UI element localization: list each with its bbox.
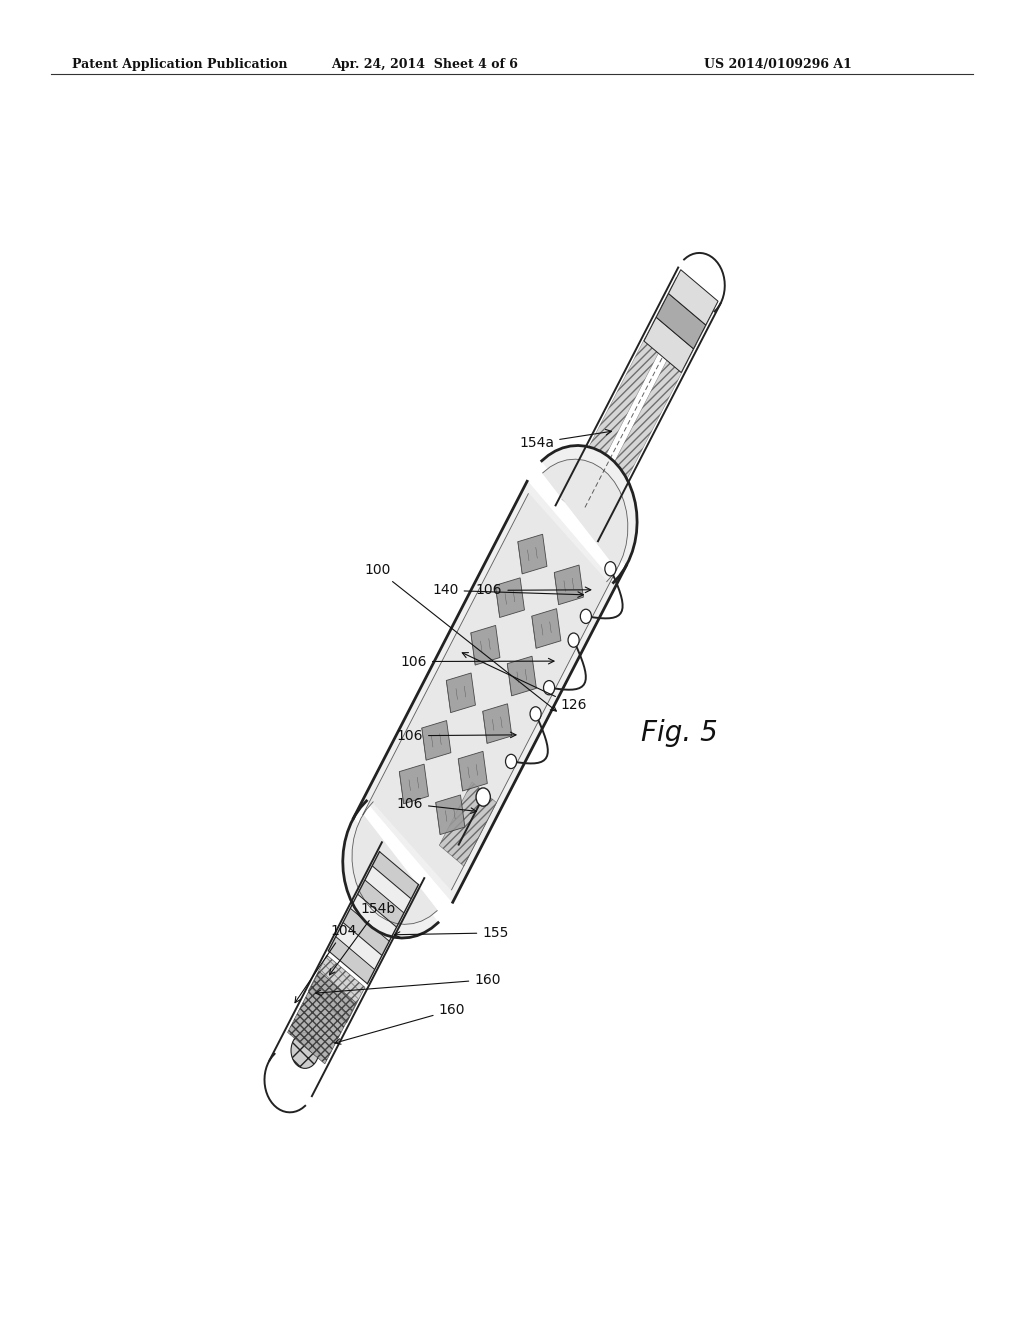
Text: 160: 160: [315, 973, 501, 995]
Polygon shape: [358, 880, 403, 927]
Polygon shape: [669, 269, 718, 325]
Polygon shape: [373, 853, 418, 898]
Text: 104: 104: [295, 924, 357, 1003]
Polygon shape: [399, 764, 428, 804]
Polygon shape: [422, 721, 451, 760]
Text: Patent Application Publication: Patent Application Publication: [72, 58, 287, 71]
Polygon shape: [308, 956, 365, 1023]
Polygon shape: [482, 704, 512, 743]
Polygon shape: [288, 972, 356, 1064]
Text: Apr. 24, 2014  Sheet 4 of 6: Apr. 24, 2014 Sheet 4 of 6: [332, 58, 518, 71]
Circle shape: [530, 706, 541, 721]
Polygon shape: [344, 909, 388, 954]
Circle shape: [544, 681, 555, 694]
Text: 154a: 154a: [519, 429, 611, 450]
Polygon shape: [585, 297, 715, 532]
Polygon shape: [343, 445, 637, 939]
Circle shape: [291, 1032, 318, 1068]
Polygon shape: [337, 923, 381, 969]
Circle shape: [605, 562, 616, 576]
Text: 126: 126: [462, 652, 587, 713]
Text: 106: 106: [396, 729, 516, 743]
Polygon shape: [471, 626, 500, 665]
Polygon shape: [507, 656, 537, 696]
Polygon shape: [656, 293, 706, 348]
Polygon shape: [439, 781, 497, 866]
Text: 106: 106: [396, 797, 476, 813]
Text: 154b: 154b: [330, 902, 395, 975]
Polygon shape: [264, 842, 424, 1113]
Polygon shape: [556, 253, 725, 541]
Text: 106: 106: [400, 655, 554, 668]
Polygon shape: [458, 751, 487, 791]
Polygon shape: [330, 937, 374, 983]
Polygon shape: [352, 459, 628, 924]
Circle shape: [476, 788, 490, 807]
Text: US 2014/0109296 A1: US 2014/0109296 A1: [705, 58, 852, 71]
Text: 155: 155: [394, 925, 509, 940]
Polygon shape: [436, 795, 465, 834]
Circle shape: [506, 754, 517, 768]
Polygon shape: [446, 673, 475, 713]
Polygon shape: [554, 565, 584, 605]
Circle shape: [568, 634, 580, 647]
Text: 140: 140: [432, 583, 584, 598]
Text: 100: 100: [365, 564, 556, 711]
Text: 106: 106: [476, 583, 591, 598]
Polygon shape: [531, 609, 561, 648]
Polygon shape: [562, 277, 691, 512]
Polygon shape: [351, 895, 395, 941]
Polygon shape: [518, 535, 547, 574]
Polygon shape: [496, 578, 524, 618]
Circle shape: [581, 610, 592, 623]
Polygon shape: [366, 866, 411, 912]
Polygon shape: [644, 317, 693, 372]
Text: Fig. 5: Fig. 5: [641, 718, 718, 747]
Text: 160: 160: [335, 1003, 465, 1044]
